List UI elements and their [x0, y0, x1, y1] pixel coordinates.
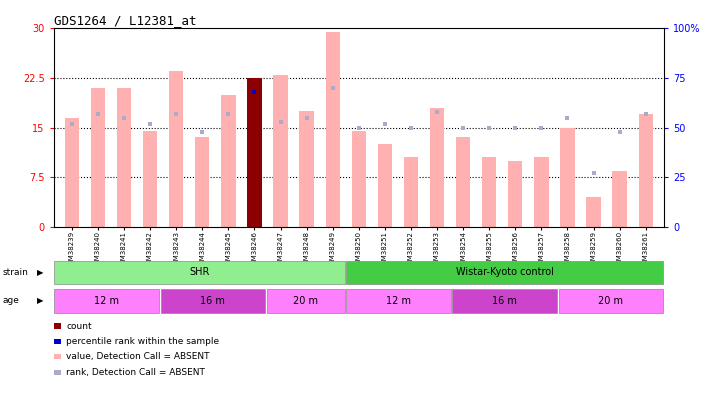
Text: GDS1264 / L12381_at: GDS1264 / L12381_at — [54, 14, 196, 27]
Bar — [378, 144, 392, 227]
Bar — [54, 289, 159, 313]
Bar — [221, 94, 236, 227]
Text: strain: strain — [2, 268, 28, 277]
Text: ▶: ▶ — [37, 268, 44, 277]
Bar — [482, 158, 496, 227]
Bar — [169, 71, 183, 227]
Text: 20 m: 20 m — [598, 296, 623, 306]
Bar — [195, 138, 209, 227]
Text: 12 m: 12 m — [94, 296, 119, 306]
Bar — [54, 354, 61, 359]
Bar — [65, 118, 79, 227]
Text: age: age — [2, 296, 19, 305]
Bar — [54, 339, 61, 344]
Text: 16 m: 16 m — [201, 296, 225, 306]
Text: Wistar-Kyoto control: Wistar-Kyoto control — [456, 267, 553, 277]
Bar — [558, 289, 663, 313]
Bar — [161, 289, 265, 313]
Bar — [430, 108, 444, 227]
Bar — [534, 158, 548, 227]
Bar — [453, 289, 557, 313]
Bar — [273, 75, 288, 227]
Bar — [613, 171, 627, 227]
Bar — [299, 111, 313, 227]
Bar — [326, 32, 340, 227]
Bar — [560, 128, 575, 227]
Bar — [54, 324, 61, 328]
Bar — [54, 260, 345, 284]
Text: rank, Detection Call = ABSENT: rank, Detection Call = ABSENT — [66, 368, 206, 377]
Bar — [117, 88, 131, 227]
Text: 20 m: 20 m — [293, 296, 318, 306]
Bar — [586, 197, 600, 227]
Bar — [638, 114, 653, 227]
Text: value, Detection Call = ABSENT: value, Detection Call = ABSENT — [66, 352, 210, 361]
Bar — [143, 131, 157, 227]
Text: 12 m: 12 m — [386, 296, 411, 306]
Bar — [91, 88, 105, 227]
Bar — [247, 78, 261, 227]
Text: ▶: ▶ — [37, 296, 44, 305]
Text: 16 m: 16 m — [493, 296, 517, 306]
Bar — [351, 131, 366, 227]
Text: percentile rank within the sample: percentile rank within the sample — [66, 337, 219, 346]
Bar — [456, 138, 471, 227]
Text: count: count — [66, 322, 92, 330]
Bar — [346, 289, 451, 313]
Bar — [267, 289, 345, 313]
Bar — [404, 158, 418, 227]
Bar — [508, 161, 523, 227]
Bar — [54, 370, 61, 375]
Bar — [346, 260, 663, 284]
Text: SHR: SHR — [189, 267, 210, 277]
